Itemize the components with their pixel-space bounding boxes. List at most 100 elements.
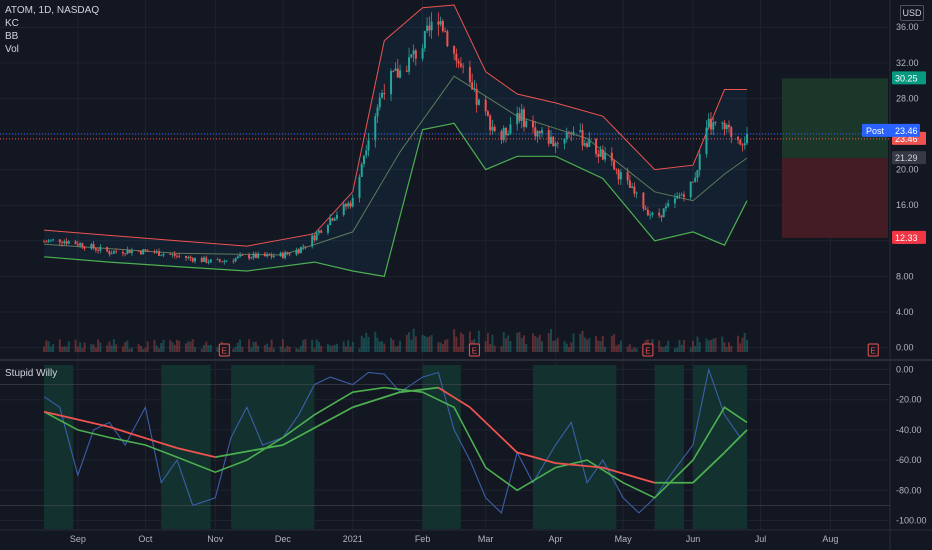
candle-body	[153, 251, 156, 253]
volume-bar	[67, 341, 70, 352]
candle-body	[112, 251, 115, 254]
candle-body	[507, 133, 510, 136]
volume-bar	[250, 347, 253, 352]
volume-bar	[272, 348, 275, 352]
price-tick-label: 16.00	[896, 200, 919, 210]
candle-body	[522, 109, 525, 127]
last-price-tag: 23.46	[895, 134, 918, 144]
volume-bar	[153, 339, 156, 352]
candle-body	[344, 204, 347, 207]
candle-body	[534, 127, 537, 137]
candle-body	[583, 143, 586, 146]
candle-body	[157, 251, 160, 256]
candle-body	[218, 259, 221, 262]
volume-bar	[216, 347, 219, 352]
earnings-marker-label: E	[222, 347, 227, 356]
volume-bar	[266, 343, 269, 352]
candle-body	[130, 250, 133, 254]
earnings-marker-label: E	[472, 347, 477, 356]
willy-line	[43, 367, 741, 514]
price-tick-label: 20.00	[896, 165, 919, 175]
volume-bar	[541, 341, 543, 352]
candle-body	[601, 149, 604, 160]
volume-bar	[106, 345, 109, 352]
volume-bar	[205, 341, 208, 352]
volume-bar	[342, 341, 345, 352]
volume-bar	[239, 339, 242, 352]
volume-bar	[423, 335, 426, 352]
candle-body	[617, 169, 620, 180]
candle-body	[721, 122, 724, 124]
volume-bar	[137, 344, 140, 352]
candle-body	[468, 67, 471, 83]
volume-bar	[234, 346, 237, 352]
volume-bar	[187, 341, 190, 352]
volume-bar	[737, 335, 740, 352]
candle-body	[49, 239, 52, 241]
volume-bar	[707, 340, 710, 352]
volume-bar	[444, 340, 447, 352]
candle-body	[378, 97, 381, 108]
candle-body	[390, 70, 393, 95]
volume-bar	[746, 339, 749, 352]
volume-bar	[678, 340, 681, 352]
willy-tick-label: -80.00	[896, 485, 922, 495]
volume-bar	[597, 340, 600, 352]
volume-bar	[610, 335, 613, 352]
candle-body	[349, 203, 352, 207]
candle-body	[252, 253, 255, 258]
candle-body	[137, 250, 140, 252]
candle-body	[651, 212, 654, 215]
candle-body	[457, 60, 460, 64]
volume-bar	[604, 347, 607, 352]
candle-body	[45, 241, 48, 243]
candle-body	[63, 241, 66, 244]
legend-kc[interactable]: KC	[5, 18, 19, 29]
willy-fast-line	[43, 386, 748, 499]
target-price-tag: 30.25	[895, 73, 918, 83]
time-tick-label: Apr	[549, 534, 563, 544]
candle-body	[94, 248, 97, 251]
volume-bar	[552, 340, 555, 352]
earnings-marker-label: E	[871, 347, 876, 356]
candle-body	[363, 155, 365, 164]
volume-bar	[311, 339, 314, 352]
volume-bar	[739, 343, 742, 352]
volume-bar	[518, 332, 521, 352]
stupid-willy-series	[0, 367, 890, 514]
candle-body	[531, 120, 534, 128]
legend-bb[interactable]: BB	[5, 31, 19, 42]
earnings-marker	[218, 343, 230, 357]
currency-badge[interactable]: USD	[900, 5, 924, 21]
volume-bar	[374, 331, 377, 352]
candle-body	[459, 63, 462, 67]
volume-bar	[619, 340, 622, 352]
indicator-title[interactable]: Stupid Willy	[5, 368, 58, 379]
candle-body	[572, 131, 575, 134]
legend-vol[interactable]: Vol	[5, 44, 19, 55]
willy-tick-label: -60.00	[896, 455, 922, 465]
volume-bar	[714, 337, 717, 352]
volume-bar	[698, 342, 701, 352]
candle-body	[347, 203, 350, 207]
candle-body	[52, 239, 55, 241]
willy-slow-segment	[692, 451, 726, 484]
volume-bar	[586, 339, 589, 352]
volume-bar	[633, 347, 636, 352]
volume-bar	[583, 337, 586, 352]
volume-bar	[680, 344, 683, 352]
candle-body	[680, 194, 683, 196]
candle-body	[254, 253, 257, 258]
volume-bar	[94, 347, 97, 352]
volume-bar	[455, 336, 458, 352]
volume-bar	[286, 345, 289, 352]
candle-body	[315, 232, 318, 241]
candle-body	[599, 149, 602, 157]
volume-bar	[99, 342, 102, 352]
volume-bar	[599, 341, 602, 352]
volume-bar	[65, 346, 68, 352]
candle-body	[714, 122, 717, 123]
volume-bar	[534, 335, 537, 352]
candle-body	[200, 257, 203, 262]
